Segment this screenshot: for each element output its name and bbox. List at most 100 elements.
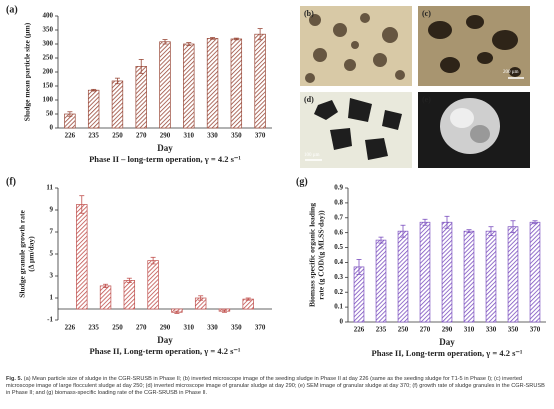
error-bar — [91, 88, 97, 92]
bar — [397, 230, 409, 323]
x-tick-label: 370 — [255, 132, 266, 140]
y-tick-label: 0.9 — [334, 184, 343, 192]
x-tick-label: 290 — [160, 132, 171, 140]
subtitle: Phase II, Long-term operation, γ = 4.2 s… — [372, 348, 523, 358]
error-bar — [488, 226, 494, 237]
bar — [99, 285, 112, 310]
bar — [485, 230, 497, 323]
bar — [159, 41, 171, 129]
y-tick-label: 350 — [43, 26, 54, 34]
bar — [375, 239, 387, 323]
y-tick-label: 0.3 — [334, 273, 343, 281]
chart-title: (f) — [6, 176, 16, 187]
y-tick-label: 3 — [50, 272, 54, 280]
error-bar — [532, 220, 538, 225]
x-tick-label: 330 — [486, 326, 497, 334]
bar — [463, 230, 475, 323]
photo-c — [418, 6, 530, 86]
scale-label: 100 µm — [304, 153, 320, 158]
error-bar — [138, 59, 144, 74]
x-tick-label: 270 — [136, 324, 147, 332]
bar — [87, 89, 100, 129]
y-tick-label: -1 — [47, 316, 53, 324]
y-axis-label: rate (g COD/(g MLSS·day)) — [317, 210, 326, 300]
bar — [147, 260, 159, 310]
x-tick-label: 350 — [508, 326, 519, 334]
y-axis-label: Sludge granule growth rate — [18, 210, 27, 298]
error-bar — [221, 309, 227, 313]
photo-label: (e) — [422, 95, 431, 104]
scale-label: 200 µm — [503, 70, 519, 75]
y-tick-label: 0 — [50, 124, 54, 132]
y-tick-label: 7 — [50, 228, 54, 236]
x-tick-label: 370 — [530, 326, 541, 334]
x-axis-label: Day — [157, 335, 173, 345]
y-tick-label: 0.6 — [334, 228, 343, 236]
photo-d — [300, 92, 412, 168]
error-bar — [174, 310, 180, 314]
y-tick-label: 9 — [50, 206, 54, 214]
error-bar — [356, 259, 362, 275]
x-tick-label: 270 — [136, 132, 147, 140]
x-tick-label: 310 — [464, 326, 475, 334]
y-tick-label: 1 — [50, 294, 54, 302]
photo-label: (b) — [304, 9, 314, 18]
x-tick-label: 290 — [442, 326, 453, 334]
x-axis-label: Day — [439, 337, 455, 347]
bar — [507, 226, 519, 323]
x-axis-label: Day — [157, 143, 173, 153]
x-tick-label: 350 — [231, 324, 242, 332]
x-tick-label: 350 — [231, 132, 242, 140]
y-axis-label: (Δ μm/day) — [27, 236, 36, 272]
photo-e — [418, 92, 530, 168]
photo-b — [300, 6, 412, 86]
error-bar — [422, 218, 428, 226]
bar — [111, 80, 124, 129]
error-bar — [126, 277, 132, 284]
x-tick-label: 226 — [354, 326, 365, 334]
bar — [254, 33, 266, 129]
x-tick-label: 330 — [207, 324, 218, 332]
error-bar — [79, 195, 85, 214]
error-bar — [444, 215, 450, 229]
y-tick-label: 150 — [43, 82, 54, 90]
error-bar — [210, 37, 216, 40]
y-tick-label: 0.7 — [334, 213, 343, 221]
y-tick-label: 0.2 — [334, 288, 343, 296]
bar — [353, 266, 365, 323]
error-bar — [103, 283, 109, 288]
y-axis-label: Biomass specific organic loading — [308, 203, 317, 307]
x-tick-label: 290 — [160, 324, 171, 332]
x-tick-label: 250 — [112, 132, 123, 140]
x-tick-label: 226 — [65, 132, 76, 140]
error-bar — [67, 111, 73, 117]
error-bar — [150, 256, 156, 265]
bar — [206, 38, 219, 129]
error-bar — [378, 236, 384, 244]
error-bar — [198, 295, 204, 301]
y-tick-label: 5 — [50, 250, 54, 258]
bar — [419, 221, 431, 323]
x-tick-label: 330 — [207, 132, 218, 140]
y-tick-label: 400 — [43, 12, 54, 20]
bar — [529, 221, 541, 323]
x-tick-label: 270 — [420, 326, 431, 334]
subtitle: Phase II, Long-term operation, γ = 4.2 s… — [90, 346, 241, 356]
x-tick-label: 235 — [376, 326, 387, 334]
bar — [183, 43, 195, 129]
bar — [76, 204, 88, 310]
chart-title: (g) — [296, 176, 308, 187]
y-tick-label: 0.8 — [334, 198, 343, 206]
x-tick-label: 226 — [65, 324, 76, 332]
x-tick-label: 310 — [184, 132, 195, 140]
caption-text: (a) Mean particle size of sludge in the … — [6, 376, 545, 396]
x-tick-label: 250 — [112, 324, 123, 332]
error-bar — [466, 229, 472, 234]
error-bar — [245, 297, 251, 301]
error-bar — [186, 42, 192, 46]
y-tick-label: 11 — [46, 184, 53, 192]
bar — [135, 66, 147, 129]
y-tick-label: 0.5 — [334, 243, 343, 251]
x-tick-label: 235 — [88, 132, 99, 140]
